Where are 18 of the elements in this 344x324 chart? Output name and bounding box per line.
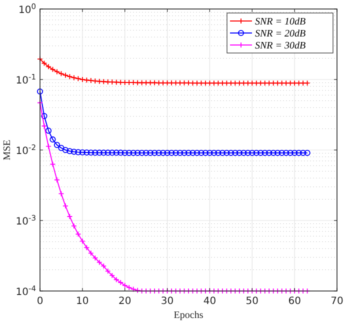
y-axis-title: MSE	[2, 140, 13, 160]
x-tick-label: 70	[330, 296, 344, 307]
x-tick-label: 0	[36, 296, 44, 307]
y-tick-label: 10$^{0}$	[18, 2, 36, 16]
y-tick-label: 10$^{-3}$	[16, 213, 36, 228]
x-tick-label: 10	[76, 296, 89, 307]
legend-label: SNR = 10dB	[255, 16, 306, 28]
x-tick-label: 40	[203, 296, 216, 307]
y-tick-label: 10$^{-4}$	[16, 284, 36, 298]
x-tick-label: 50	[246, 296, 259, 307]
x-tick-label: 20	[118, 296, 132, 307]
x-tick-label: 60	[288, 296, 301, 307]
x-axis-title: Epochs	[174, 310, 204, 321]
legend-label: SNR = 30dB	[255, 40, 306, 52]
y-tick-label: 10$^{-2}$	[16, 142, 36, 157]
x-tick-label: 30	[160, 296, 174, 307]
y-tick-label: 10$^{-1}$	[16, 72, 36, 86]
legend-label: SNR = 20dB	[255, 28, 306, 40]
